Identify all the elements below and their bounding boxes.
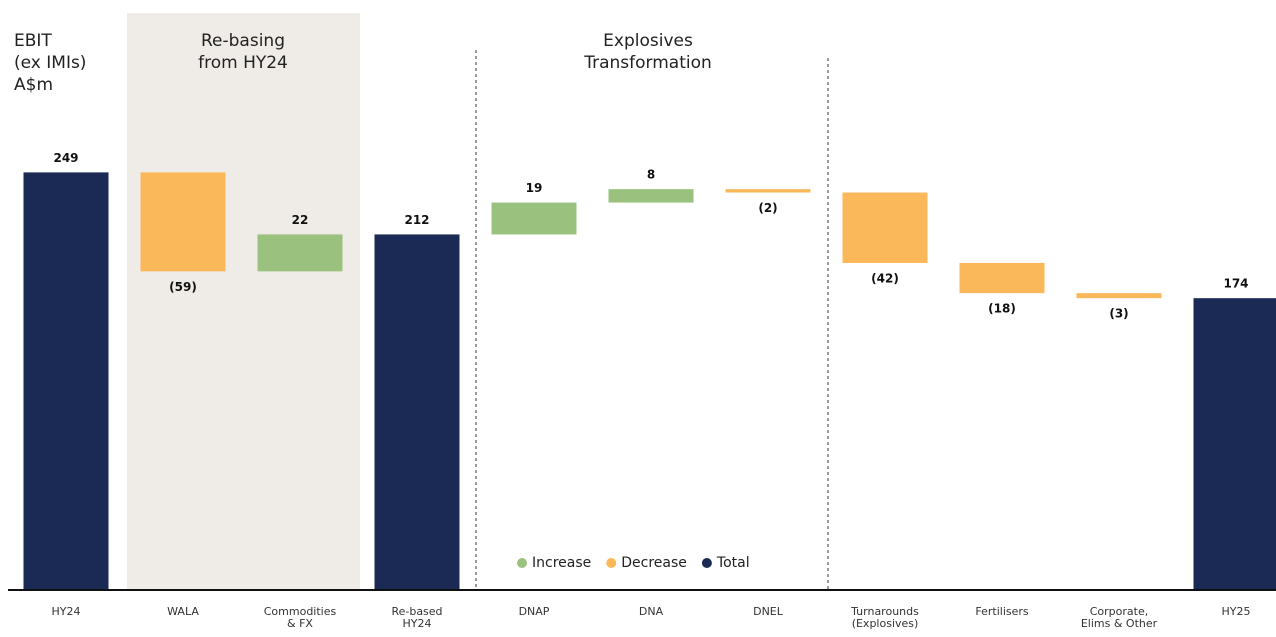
bar (140, 172, 226, 272)
value-label: 174 (1223, 277, 1248, 291)
bar (1076, 293, 1162, 299)
bar (842, 192, 928, 263)
value-label: (59) (169, 280, 197, 294)
bar (257, 234, 343, 272)
value-label: 22 (292, 213, 309, 227)
legend-label: Increase (532, 555, 591, 571)
value-label: 249 (53, 151, 78, 165)
x-tick-label: Re-based HY24 (391, 605, 443, 630)
bar (725, 189, 811, 193)
x-tick-label: DNA (638, 605, 664, 618)
x-tick-label: Fertilisers (975, 605, 1029, 618)
value-label: 8 (647, 168, 655, 182)
rebasing-shade (127, 13, 360, 590)
x-tick-label: Corporate, Elims & Other (1080, 605, 1158, 630)
section-label: Explosives Transformation (584, 31, 712, 73)
value-label: 19 (526, 181, 543, 195)
bar (374, 234, 460, 590)
x-tick-label: Commodities & FX (263, 605, 337, 630)
section-label: Re-basing from HY24 (198, 31, 288, 73)
value-label: (42) (871, 271, 899, 285)
x-tick-label: Turnarounds (Explosives) (851, 605, 919, 630)
legend-marker (517, 558, 527, 568)
x-tick-label: DNEL (753, 605, 783, 618)
legend-marker (606, 558, 617, 568)
bar (959, 262, 1045, 294)
bar (1193, 298, 1276, 590)
value-label: 212 (404, 213, 429, 227)
bar (608, 189, 694, 203)
legend-label: Total (716, 555, 750, 571)
value-label: (2) (758, 201, 777, 215)
value-label: (18) (988, 302, 1016, 316)
legend-marker (701, 558, 712, 568)
x-tick-label: HY24 (51, 605, 81, 618)
y-axis-label: EBIT (ex IMIs) A$m (14, 31, 87, 95)
value-label: (3) (1109, 307, 1128, 321)
bar (23, 172, 109, 591)
x-tick-label: DNAP (518, 605, 550, 618)
x-tick-label: WALA (167, 605, 199, 618)
bar (491, 202, 577, 235)
x-tick-label: HY25 (1221, 605, 1251, 618)
legend-label: Decrease (621, 555, 687, 571)
